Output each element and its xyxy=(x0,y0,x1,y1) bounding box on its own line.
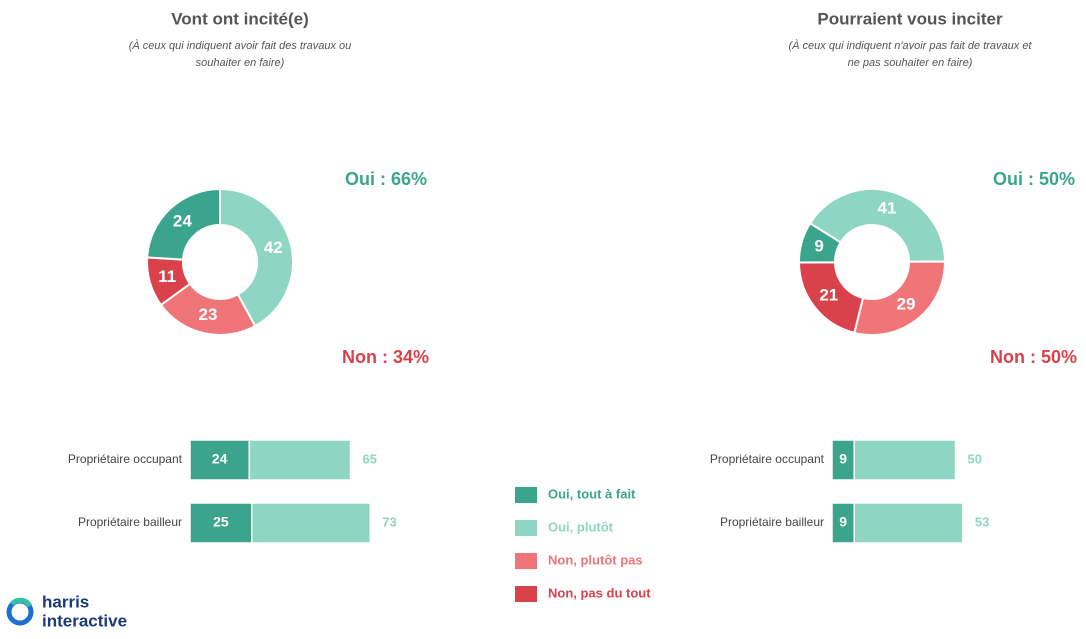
segment-label: 9 xyxy=(839,451,847,467)
annotation: Oui : 66% xyxy=(345,169,427,189)
category-label: Propriétaire occupant xyxy=(68,452,183,466)
segment-label: 25 xyxy=(213,514,229,530)
bar-segment xyxy=(248,439,352,481)
logo-arc xyxy=(10,597,33,608)
chart-title: Pourraient vous inciter xyxy=(817,9,1003,28)
annotation: Non : 34% xyxy=(342,347,429,367)
chart-title: Vont ont incité(e) xyxy=(171,9,309,28)
logo-text: harris xyxy=(42,592,89,611)
bar-segment xyxy=(189,502,253,544)
total-label: 65 xyxy=(363,451,377,466)
total-label: 73 xyxy=(382,514,396,529)
donut-slice xyxy=(798,221,842,264)
total-label: 50 xyxy=(968,451,982,466)
logo-icon xyxy=(6,597,34,626)
slice-label: 42 xyxy=(264,238,283,257)
annotation: Oui : 50% xyxy=(993,169,1075,189)
annotation: Non : 50% xyxy=(990,347,1077,367)
slice-label: 21 xyxy=(819,285,838,304)
legend-label: Oui, plutôt xyxy=(548,519,614,534)
slice-label: 11 xyxy=(158,267,176,286)
legend-swatch xyxy=(515,553,537,569)
segment-label: 24 xyxy=(212,451,228,467)
donut-slice xyxy=(853,260,946,336)
legend-label: Non, plutôt pas xyxy=(548,552,643,567)
slice-label: 23 xyxy=(199,305,218,324)
slice-label: 41 xyxy=(878,199,897,218)
legend-swatch xyxy=(515,487,537,503)
donut-slice xyxy=(146,187,221,261)
chart-subtitle: (À ceux qui indiquent avoir fait des tra… xyxy=(129,39,352,52)
category-label: Propriétaire bailleur xyxy=(78,515,182,529)
slice-label: 9 xyxy=(814,237,823,256)
donut-slice xyxy=(219,187,294,328)
category-label: Propriétaire bailleur xyxy=(720,515,824,529)
bar-segment xyxy=(853,502,964,544)
chart-subtitle: ne pas souhaiter en faire) xyxy=(848,57,973,69)
legend-label: Non, pas du tout xyxy=(548,585,651,600)
total-label: 53 xyxy=(975,514,989,529)
bar-segment xyxy=(853,439,957,481)
legend-swatch xyxy=(515,520,537,536)
legend-label: Oui, tout à fait xyxy=(548,486,636,501)
slice-label: 29 xyxy=(897,295,916,314)
category-label: Propriétaire occupant xyxy=(710,452,825,466)
slice-label: 24 xyxy=(173,211,192,230)
legend-swatch xyxy=(515,586,537,602)
chart-subtitle: souhaiter en faire) xyxy=(196,57,285,69)
bar-segment xyxy=(251,502,372,544)
logo-text: interactive xyxy=(42,611,127,630)
donut-slice xyxy=(808,188,947,263)
bar-segment xyxy=(189,439,251,481)
segment-label: 9 xyxy=(839,514,847,530)
chart-subtitle: (À ceux qui indiquent n'avoir pas fait d… xyxy=(788,39,1032,52)
